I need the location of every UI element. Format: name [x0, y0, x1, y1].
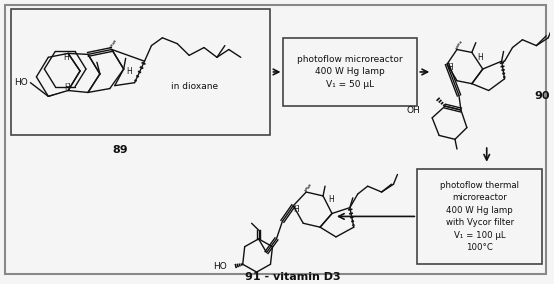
Text: Ḧ: Ḧ [294, 205, 299, 214]
Text: H: H [328, 195, 334, 204]
Text: H: H [477, 53, 483, 62]
Text: OH: OH [407, 106, 420, 114]
Text: Ḧ: Ḧ [63, 53, 69, 62]
Text: photoflow thermal
microreactor
400 W Hg lamp
with Vycor filter
V₁ = 100 μL
100°C: photoflow thermal microreactor 400 W Hg … [440, 181, 519, 252]
Text: 91 - vitamin D3: 91 - vitamin D3 [245, 272, 341, 282]
Polygon shape [48, 91, 68, 97]
Text: 90: 90 [535, 91, 550, 101]
Text: Ḧ: Ḧ [64, 83, 70, 92]
Text: H: H [126, 68, 131, 76]
Text: HO: HO [14, 78, 28, 87]
Text: HO: HO [213, 262, 227, 271]
Text: photoflow microreactor
400 W Hg lamp
V₁ = 50 μL: photoflow microreactor 400 W Hg lamp V₁ … [297, 55, 403, 89]
Text: 89: 89 [112, 145, 127, 155]
Text: in dioxane: in dioxane [171, 82, 218, 91]
Text: Ḧ: Ḧ [447, 62, 453, 72]
Polygon shape [501, 60, 505, 62]
